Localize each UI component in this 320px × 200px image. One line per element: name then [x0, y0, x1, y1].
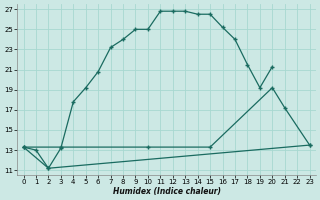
X-axis label: Humidex (Indice chaleur): Humidex (Indice chaleur) — [113, 187, 220, 196]
